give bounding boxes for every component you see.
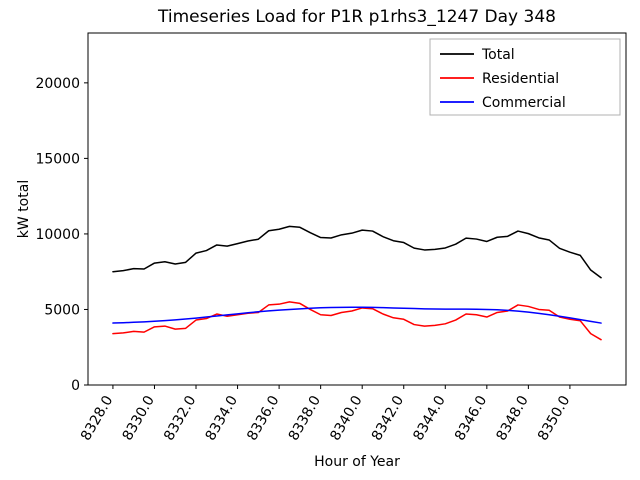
x-tick-label: 8334.0 <box>203 393 241 443</box>
x-tick-label: 8348.0 <box>493 393 531 443</box>
legend-label-commercial: Commercial <box>482 95 566 111</box>
legend-label-total: Total <box>481 47 515 63</box>
x-tick-label: 8332.0 <box>161 393 199 443</box>
y-tick-label: 20000 <box>35 76 80 92</box>
series-line-total <box>112 225 602 279</box>
legend-label-residential: Residential <box>482 71 559 87</box>
series-line-residential <box>112 301 602 341</box>
x-tick-label: 8342.0 <box>369 393 407 443</box>
y-tick-label: 0 <box>71 378 80 394</box>
y-axis-label: kW total <box>16 180 32 238</box>
y-tick-label: 10000 <box>35 227 80 243</box>
axes-frame <box>87 32 627 386</box>
x-tick-label: 8346.0 <box>452 393 490 443</box>
x-tick-label: 8328.0 <box>78 393 116 443</box>
series-line-commercial <box>112 306 602 324</box>
x-tick-label: 8336.0 <box>244 393 282 443</box>
x-tick-label: 8350.0 <box>535 393 573 443</box>
y-tick-label: 5000 <box>44 302 80 318</box>
y-tick-label: 15000 <box>35 151 80 167</box>
x-tick-label: 8330.0 <box>120 393 158 443</box>
chart-title: Timeseries Load for P1R p1rhs3_1247 Day … <box>157 7 556 27</box>
x-axis-label: Hour of Year <box>314 454 400 470</box>
x-tick-label: 8338.0 <box>286 393 324 443</box>
plot-area: 8328.0 8330.0 8332.0 8334.0 8336.0 8338.0 8340… <box>35 32 627 443</box>
x-tick-label: 8344.0 <box>410 393 448 443</box>
x-tick-label: 8340.0 <box>327 393 365 443</box>
